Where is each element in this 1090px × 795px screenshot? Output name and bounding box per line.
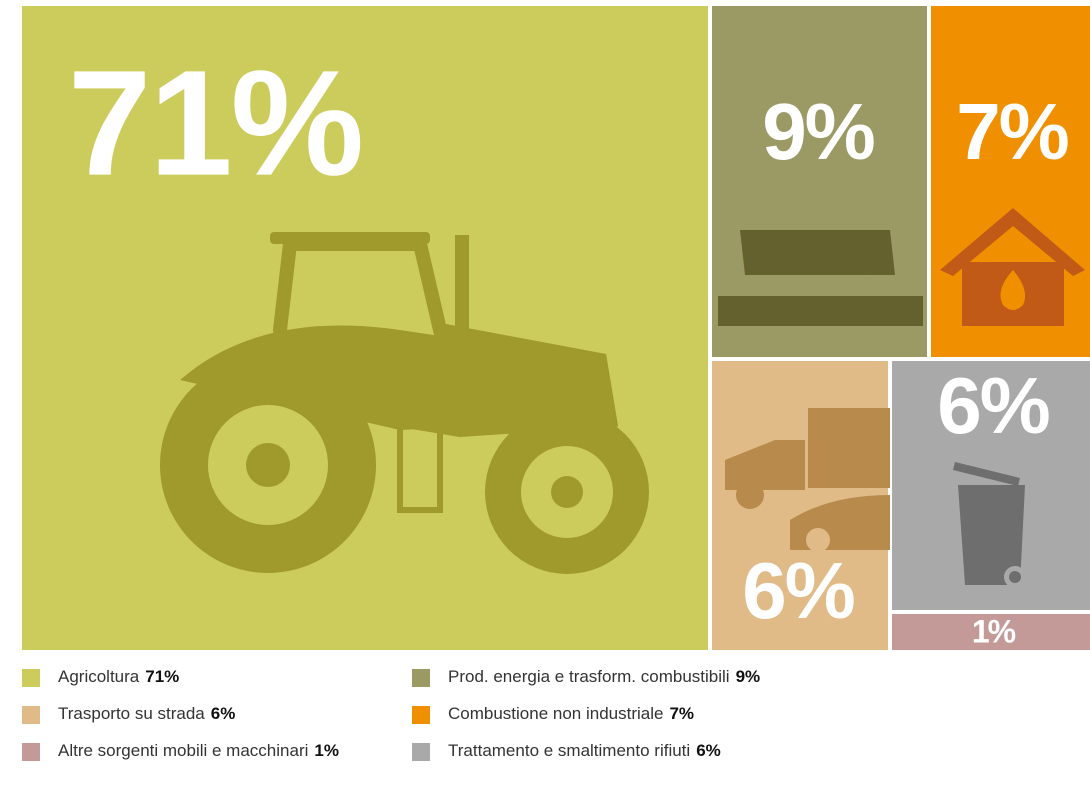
legend-value: 6% [696, 741, 721, 760]
icons [160, 208, 1085, 588]
legend-label: Altre sorgenti mobili e macchinari 1% [58, 741, 339, 760]
legend-name: Combustione non industriale [448, 704, 663, 723]
legend-name: Prod. energia e trasform. combustibili [448, 667, 730, 686]
tile-label: 1% [972, 613, 1016, 649]
legend-name: Trattamento e smaltimento rifiuti [448, 741, 690, 760]
legend-label: Agricoltura 71% [58, 667, 179, 686]
vehicle-icon [725, 408, 890, 552]
legend: Agricoltura 71% Trasporto su strada 6% Altre… [22, 667, 760, 761]
tile [892, 614, 1090, 650]
tile-label: 7% [956, 87, 1068, 176]
legend-value: 6% [211, 704, 236, 723]
legend-name: Trasporto su strada [58, 704, 205, 723]
legend-name: Altre sorgenti mobili e macchinari [58, 741, 308, 760]
bin-icon [953, 462, 1026, 588]
tile-label: 71% [68, 39, 362, 207]
legend-label: Combustione non industriale 7% [448, 704, 694, 723]
solar-icon [718, 230, 923, 326]
legend-swatch [22, 706, 40, 724]
tractor-icon [160, 232, 649, 574]
legend-value: 71% [145, 667, 179, 686]
legend-label: Trasporto su strada 6% [58, 704, 235, 723]
legend-swatch [412, 706, 430, 724]
tile-label: 6% [937, 361, 1049, 450]
legend-label: Trattamento e smaltimento rifiuti 6% [448, 741, 721, 760]
tile-label: 9% [762, 87, 874, 176]
legend-swatch [22, 743, 40, 761]
legend-value: 1% [314, 741, 339, 760]
legend-swatch [412, 743, 430, 761]
legend-name: Agricoltura [58, 667, 140, 686]
legend-swatch [22, 669, 40, 687]
legend-label: Prod. energia e trasform. combustibili 9% [448, 667, 760, 686]
legend-value: 9% [736, 667, 761, 686]
tile-label: 6% [742, 546, 854, 635]
house-icon [940, 208, 1085, 326]
legend-swatch [412, 669, 430, 687]
legend-value: 7% [669, 704, 694, 723]
